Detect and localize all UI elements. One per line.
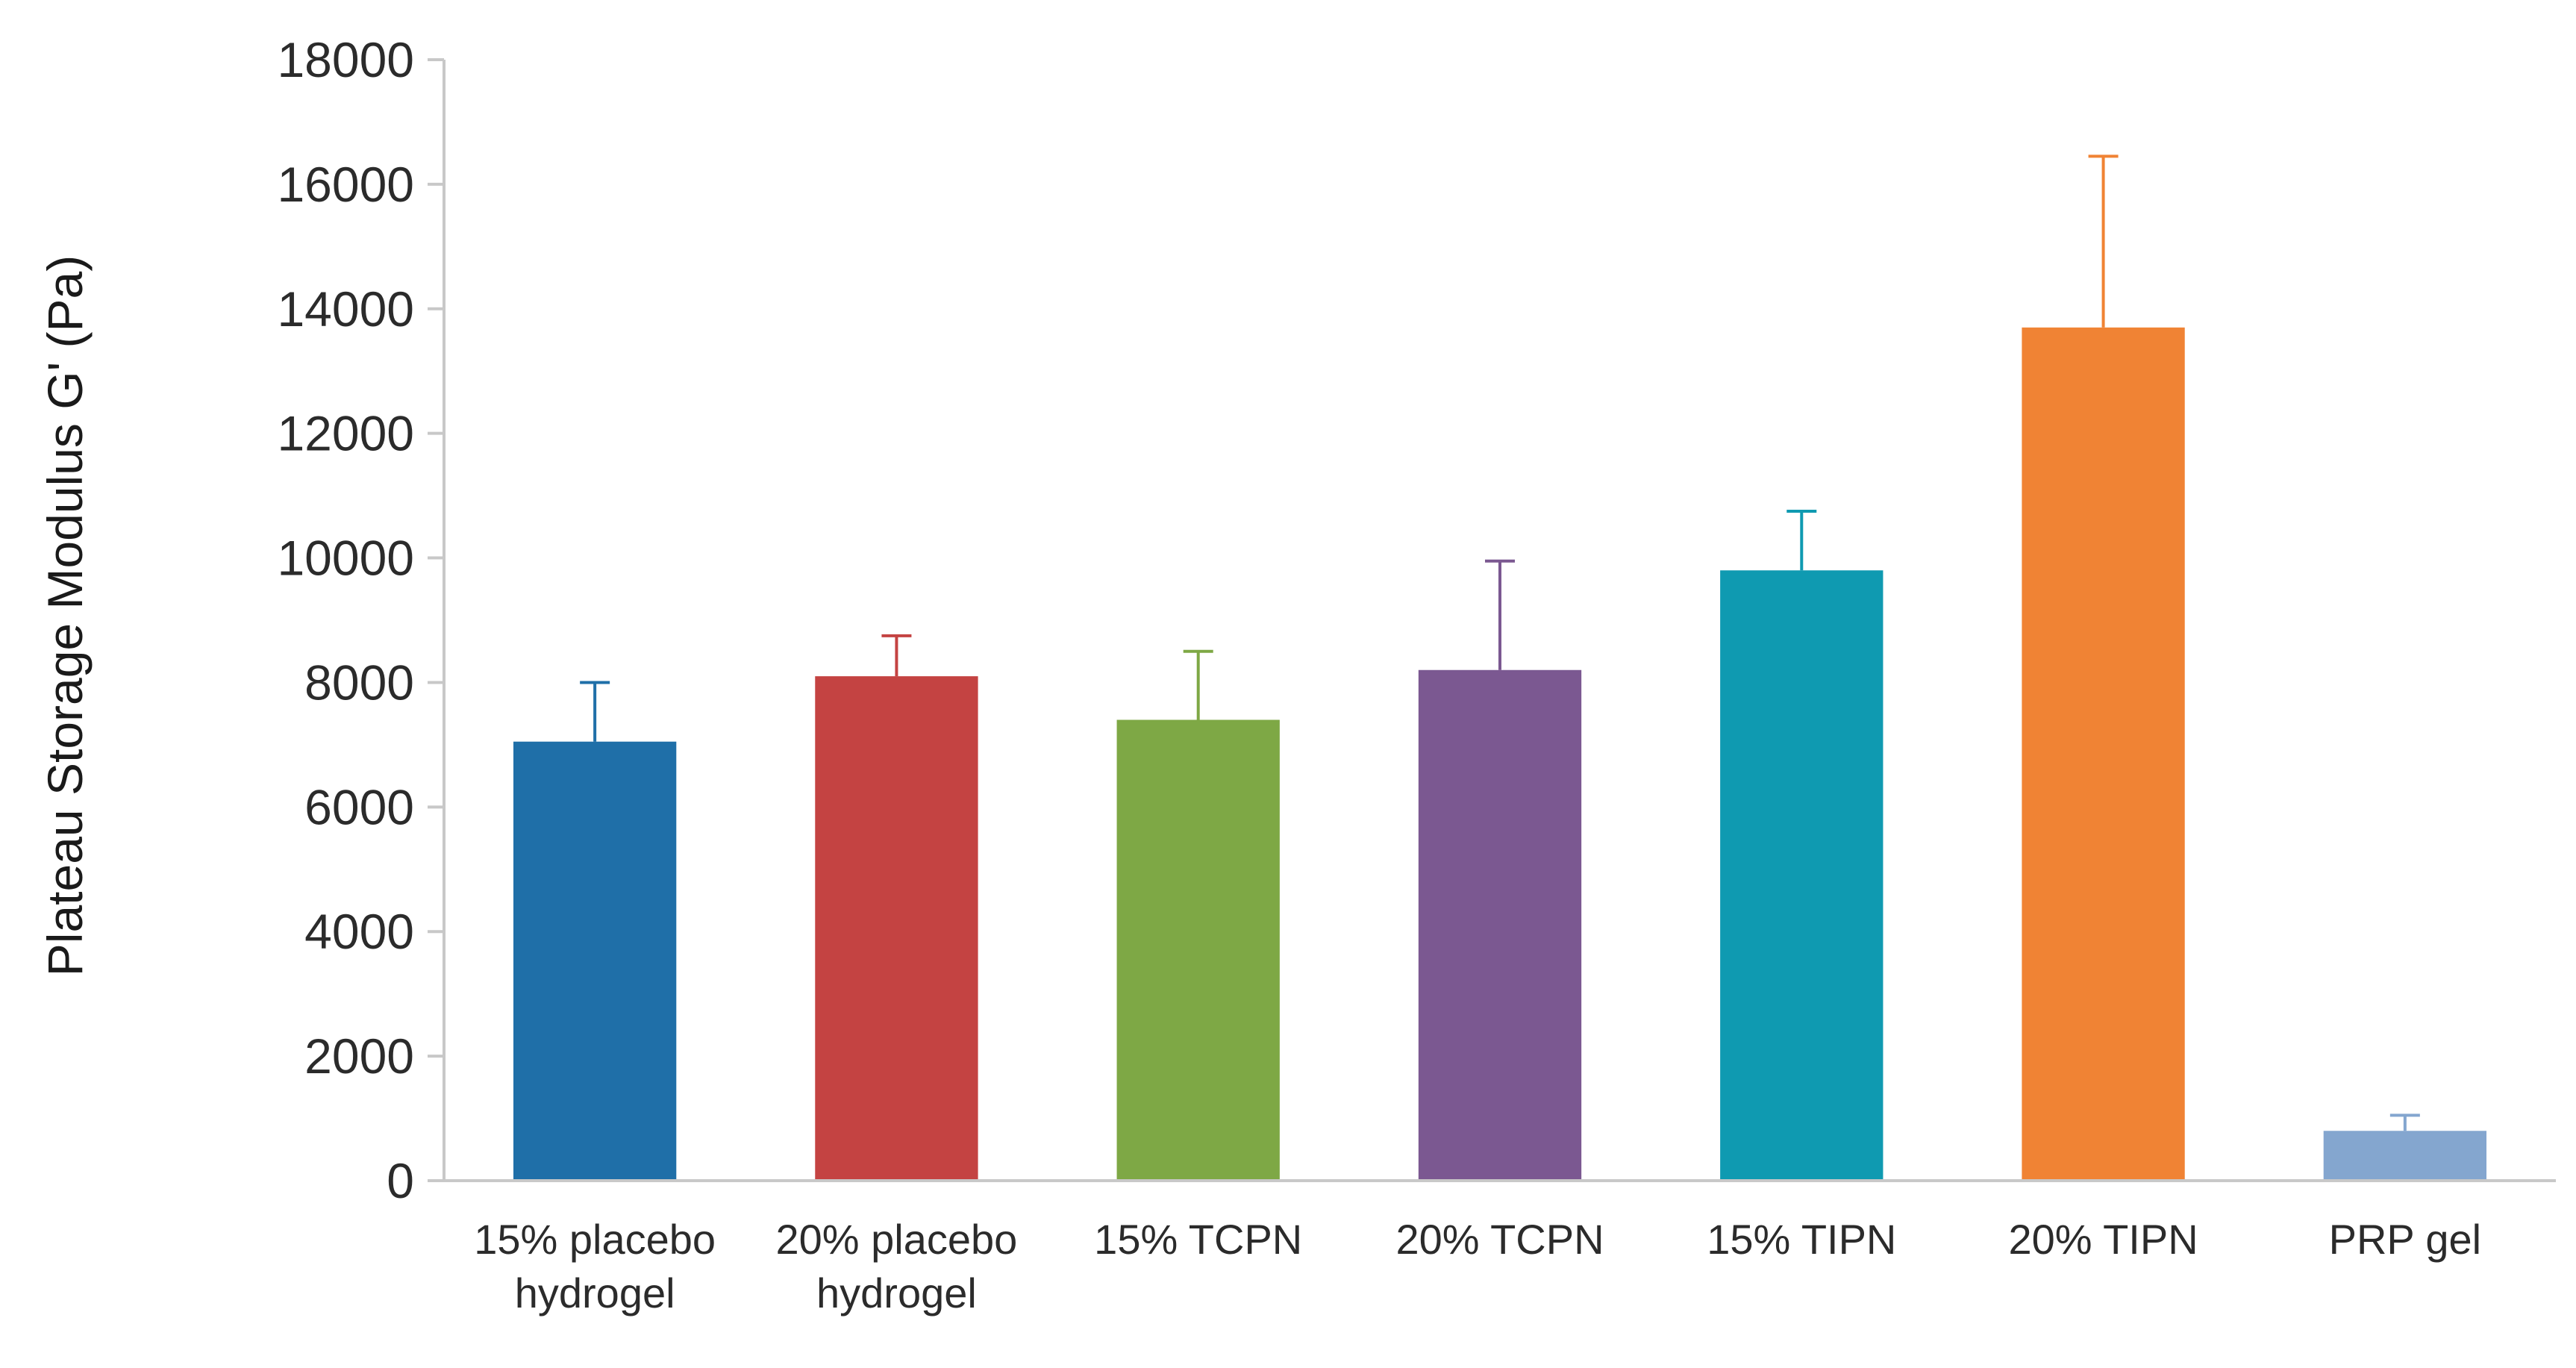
x-tick-label: 15% TIPN bbox=[1707, 1216, 1896, 1263]
error-bars bbox=[580, 154, 2420, 1131]
y-axis-ticks: 0 2000 4000 6000 8000 10000 12000 14000 16000 180… bbox=[277, 32, 444, 1208]
x-tick-label: 20% placebo hydrogel bbox=[776, 1216, 1018, 1317]
bar bbox=[1720, 570, 1883, 1181]
y-axis-title: Plateau Storage Modulus G' (Pa) bbox=[37, 255, 93, 976]
x-tick-label: PRP gel bbox=[2329, 1216, 2481, 1263]
y-tick-label: 18000 bbox=[277, 32, 414, 87]
y-tick-label: 0 bbox=[387, 1153, 414, 1208]
bar bbox=[513, 741, 677, 1181]
y-tick-label: 2000 bbox=[304, 1028, 414, 1084]
bar bbox=[1418, 669, 1582, 1181]
x-tick-label: 20% TIPN bbox=[2008, 1216, 2198, 1263]
y-tick-label: 6000 bbox=[304, 779, 414, 834]
x-tick-label: 15% TCPN bbox=[1094, 1216, 1302, 1263]
bar bbox=[2323, 1131, 2487, 1181]
y-tick-label: 16000 bbox=[277, 157, 414, 212]
y-tick-label: 14000 bbox=[277, 281, 414, 337]
y-tick-label: 10000 bbox=[277, 531, 414, 586]
y-tick-label: 12000 bbox=[277, 406, 414, 461]
y-tick-label: 4000 bbox=[304, 904, 414, 959]
bar bbox=[1116, 719, 1280, 1181]
bars bbox=[513, 327, 2487, 1181]
x-tick-label: 20% TCPN bbox=[1395, 1216, 1604, 1263]
y-tick-label: 8000 bbox=[304, 655, 414, 710]
x-tick-label: 15% placebo hydrogel bbox=[474, 1216, 716, 1317]
bar bbox=[2022, 327, 2185, 1181]
bar bbox=[815, 676, 978, 1181]
x-axis-labels: 15% placebo hydrogel 20% placebo hydrogel 15… bbox=[474, 1216, 2481, 1317]
